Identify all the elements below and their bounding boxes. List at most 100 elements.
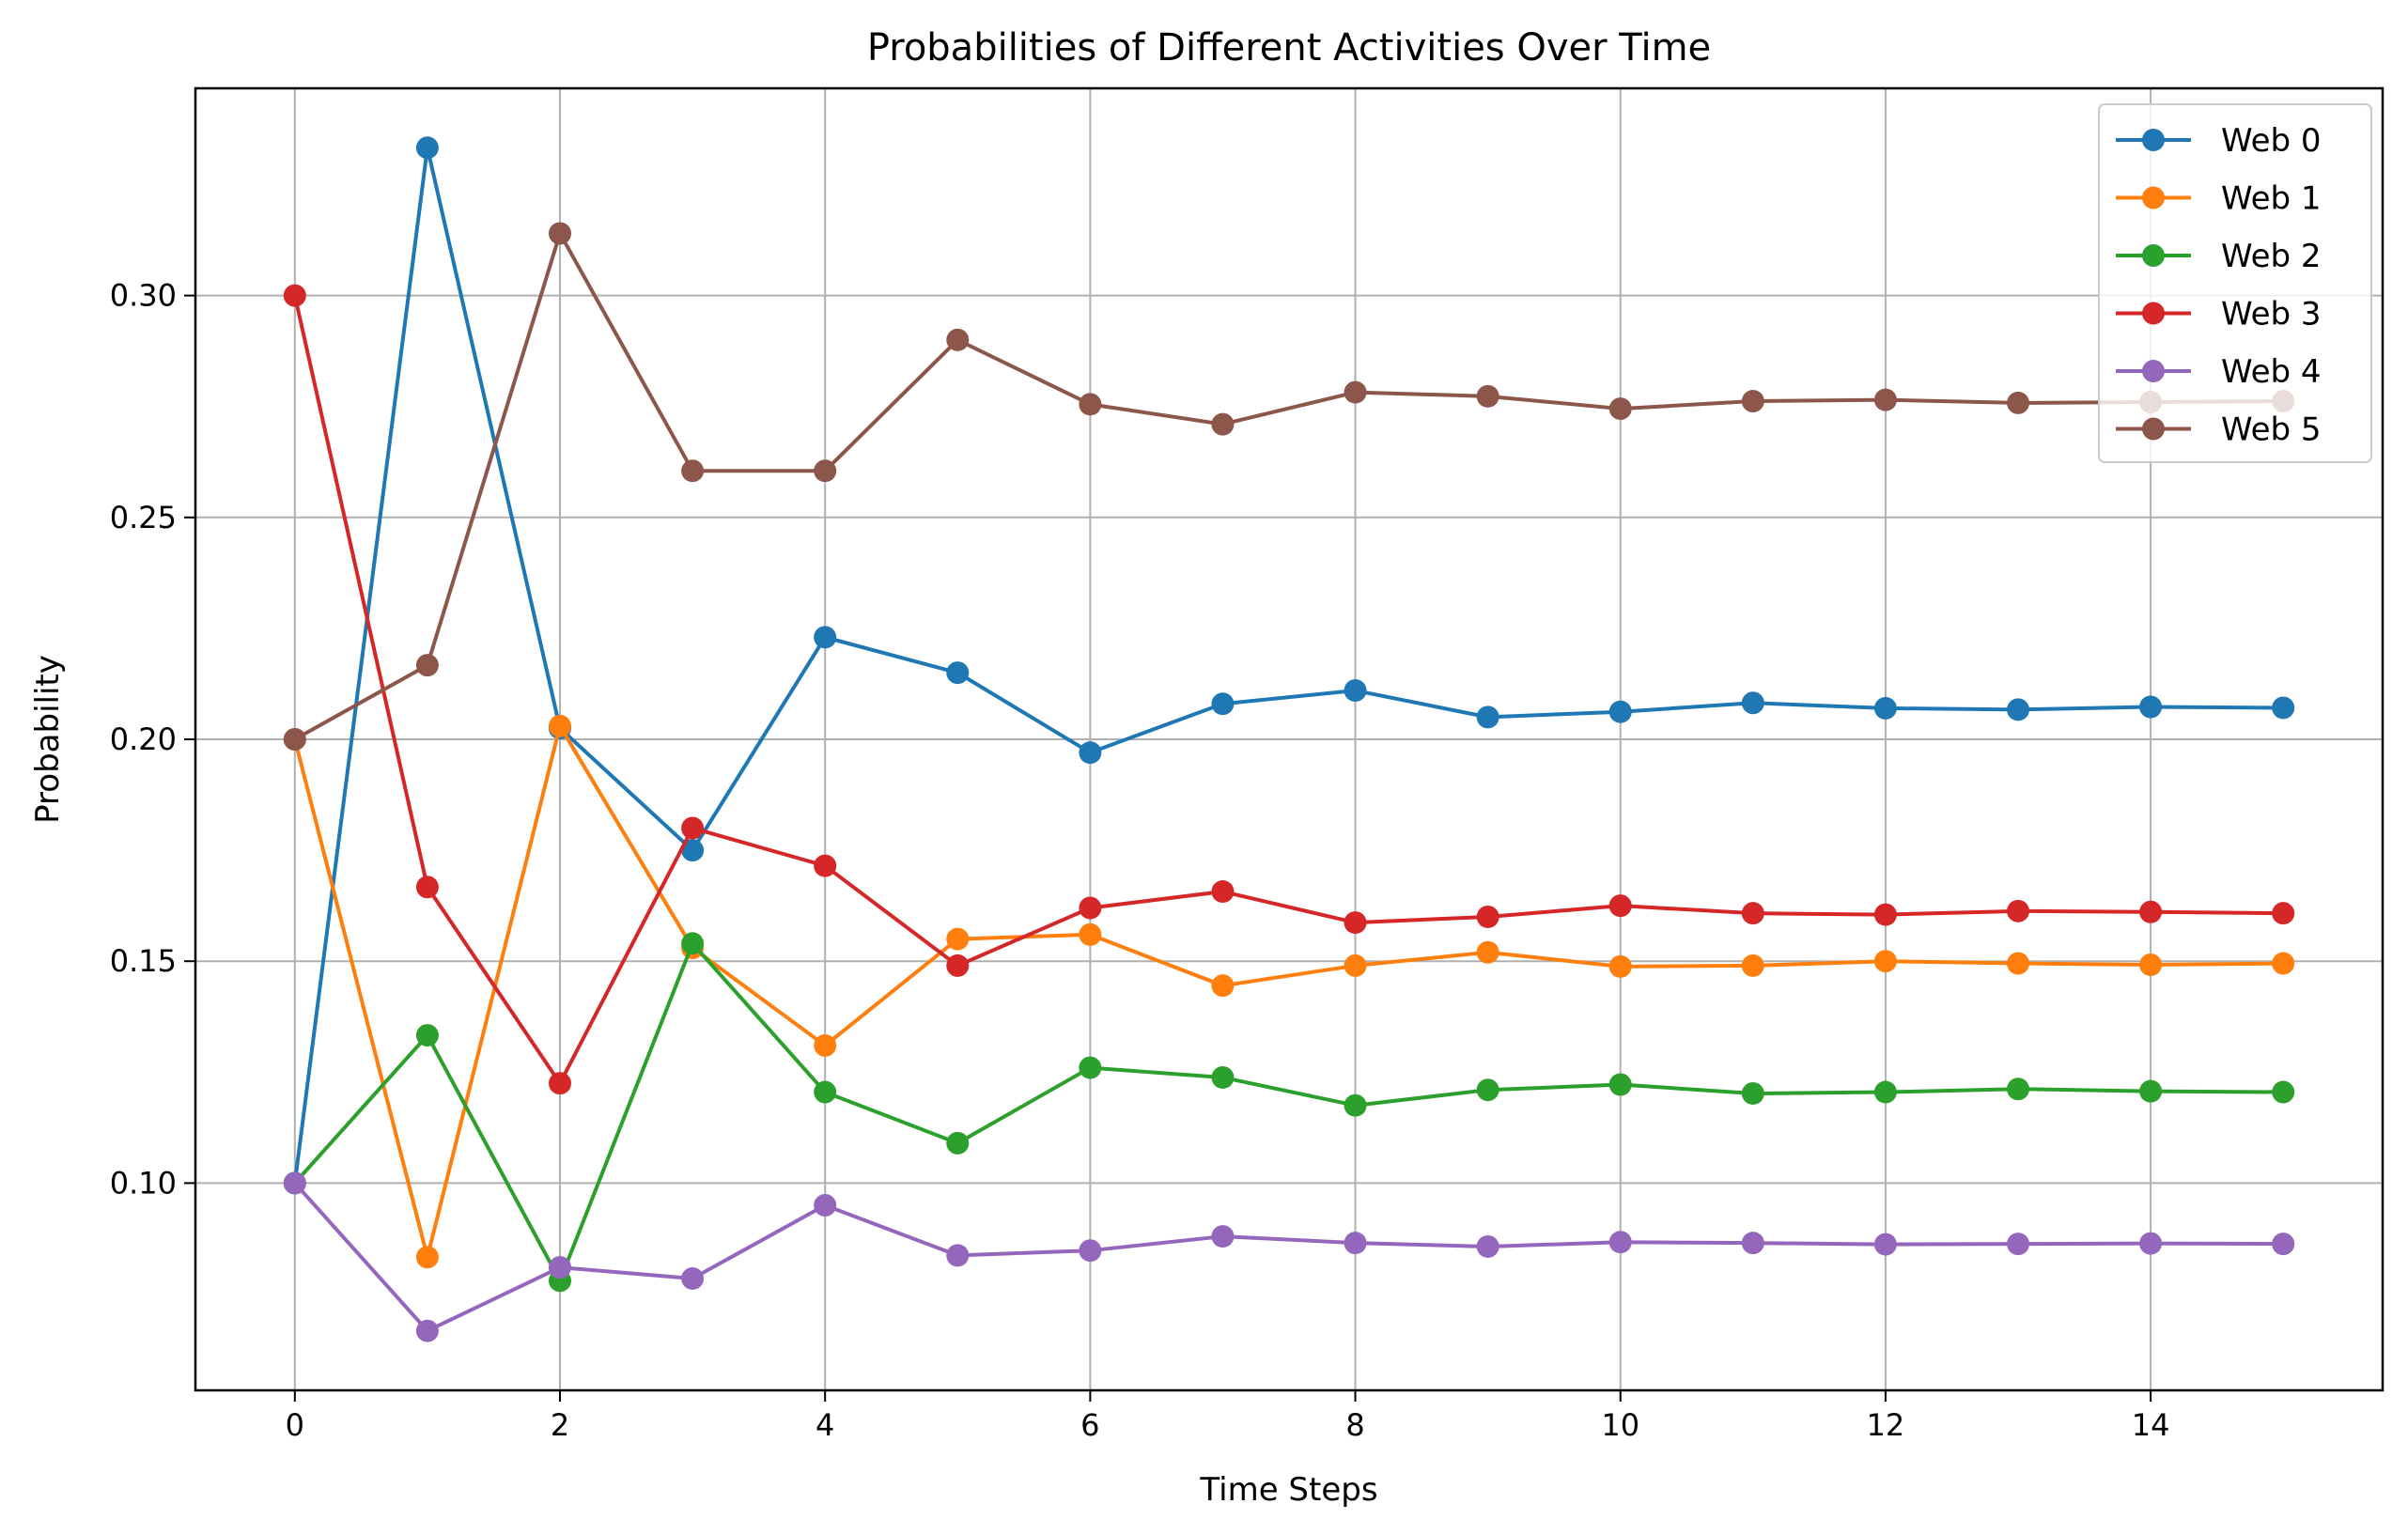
y-tick-label: 0.15 [110, 943, 177, 979]
data-point [1344, 679, 1367, 703]
data-point [1344, 380, 1367, 404]
series-line [292, 295, 2284, 1086]
x-tick-label: 10 [1601, 1407, 1639, 1443]
data-point [549, 222, 571, 245]
legend-label: Web 5 [2221, 411, 2322, 449]
data-point [814, 1194, 837, 1217]
data-point [946, 661, 970, 685]
legend-item: Web 4 [2116, 353, 2322, 391]
data-point [2272, 1233, 2295, 1256]
series-line [293, 231, 2284, 741]
data-point [814, 854, 837, 877]
data-point [415, 654, 439, 677]
legend-item: Web 3 [2116, 296, 2322, 333]
legend-label: Web 1 [2221, 180, 2322, 218]
data-point [1476, 1078, 1499, 1102]
data-point [2139, 953, 2163, 976]
legend-item: Web 1 [2116, 180, 2322, 218]
data-point [1476, 1234, 1499, 1258]
y-tick-label: 0.25 [110, 500, 177, 535]
data-point [1873, 696, 1897, 720]
legend-marker [2142, 186, 2165, 209]
series-web-4 [283, 1171, 2295, 1342]
data-point [1873, 388, 1897, 411]
data-point [415, 1319, 439, 1342]
series-line [293, 1182, 2284, 1333]
data-point [1476, 384, 1499, 408]
data-point [814, 1080, 837, 1104]
data-point [946, 954, 970, 977]
data-point [814, 626, 837, 649]
series-web-3 [283, 284, 2295, 1095]
series-line [292, 146, 2284, 1184]
data-point [946, 927, 970, 951]
data-point [1873, 950, 1897, 973]
data-point [1741, 1232, 1764, 1255]
data-point [681, 816, 705, 840]
legend-label: Web 3 [2221, 296, 2322, 333]
data-point [814, 1033, 837, 1057]
data-point [2272, 1080, 2295, 1104]
data-point [2272, 902, 2295, 925]
data-point [1608, 700, 1632, 723]
data-point [1608, 894, 1632, 918]
data-point [2007, 952, 2029, 975]
data-point [946, 1131, 970, 1155]
data-point [814, 459, 837, 483]
data-point [549, 1256, 571, 1279]
axis-ticks: 0 2 4 6 8 10 12 14 0.10 0.15 0.20 0.25 0.30 [110, 278, 2170, 1443]
data-point [1741, 902, 1764, 925]
legend-marker [2142, 129, 2165, 151]
data-point [946, 328, 970, 351]
data-point [2272, 696, 2295, 720]
data-point [1211, 412, 1235, 436]
data-point [681, 1266, 705, 1290]
legend-marker [2142, 360, 2165, 382]
data-point [1476, 905, 1499, 928]
data-point [1741, 390, 1764, 413]
x-tick-label: 14 [2132, 1407, 2170, 1443]
data-point [549, 714, 571, 737]
legend-marker [2142, 302, 2165, 325]
data-point [1079, 923, 1102, 946]
data-point [1079, 896, 1102, 920]
data-point [1608, 1073, 1632, 1096]
data-point [549, 1072, 571, 1095]
legend-marker [2142, 417, 2165, 441]
data-point [946, 1244, 970, 1267]
data-point [1608, 954, 1632, 978]
data-point [681, 932, 705, 955]
data-point [1608, 1231, 1632, 1254]
data-point [415, 1024, 439, 1047]
legend: Web 0 Web 1 Web 2 Web 3 Web 4 Web 5 [2098, 103, 2372, 463]
x-tick-label: 2 [551, 1407, 569, 1443]
data-point [415, 876, 439, 899]
data-point [1476, 940, 1499, 964]
data-point [415, 136, 439, 160]
data-point [2007, 391, 2029, 414]
data-point [1211, 1225, 1235, 1248]
data-point [1211, 974, 1235, 998]
x-tick-label: 0 [286, 1407, 304, 1443]
legend-label: Web 2 [2221, 238, 2322, 275]
data-point [283, 1171, 306, 1195]
series-line [292, 723, 2284, 1260]
data-point [1873, 1080, 1897, 1104]
data-point [1344, 911, 1367, 935]
x-tick-label: 4 [816, 1407, 834, 1443]
legend-item: Web 2 [2116, 238, 2322, 275]
data-point [1741, 954, 1764, 977]
data-point [415, 1246, 439, 1269]
y-tick-label: 0.30 [110, 278, 177, 314]
data-point [1344, 954, 1367, 977]
chart-title: Probabilities of Different Activities Ov… [867, 26, 1711, 70]
data-point [1344, 1093, 1367, 1117]
data-point [681, 839, 705, 862]
data-point [1079, 393, 1102, 416]
data-point [1741, 691, 1764, 715]
data-point [1211, 1065, 1235, 1089]
data-point [1344, 1232, 1367, 1255]
x-tick-label: 12 [1867, 1407, 1905, 1443]
data-point [2139, 900, 2163, 923]
